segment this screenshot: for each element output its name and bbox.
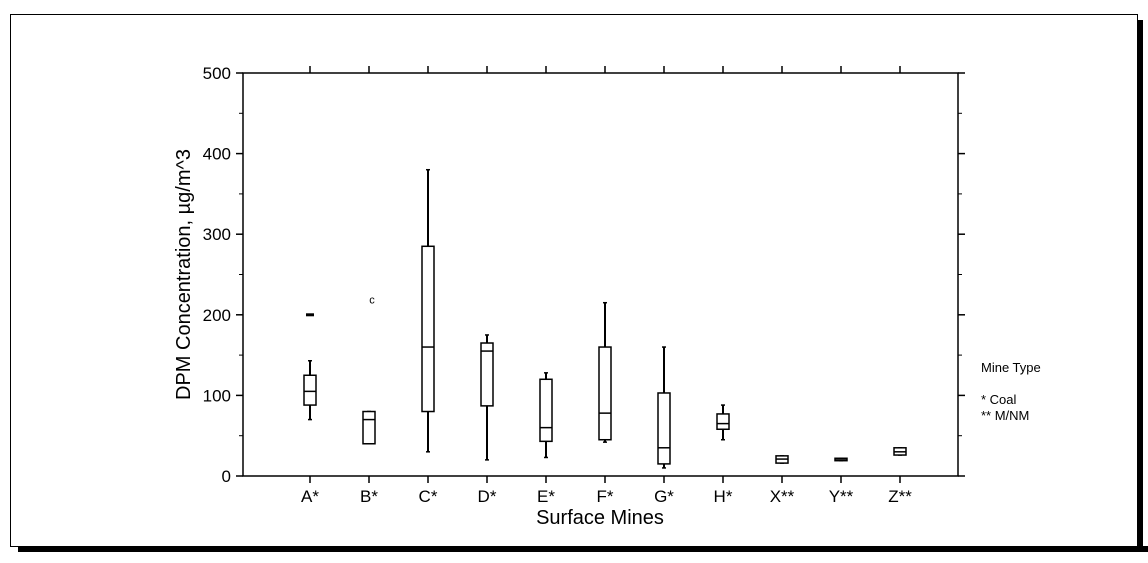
legend-entry-coal: * Coal — [981, 392, 1017, 407]
box-a — [303, 313, 317, 421]
x-tick-label: E* — [537, 487, 555, 506]
box-y — [834, 457, 848, 462]
box-b: c — [362, 294, 376, 445]
x-tick-label: C* — [419, 487, 438, 506]
box-e — [539, 372, 553, 459]
y-axis: 0 100 200 300 400 500 — [203, 64, 965, 486]
x-tick-label: Z** — [888, 487, 912, 506]
x-tick-label: H* — [714, 487, 733, 506]
box-h — [716, 404, 730, 441]
box-iqr — [303, 374, 317, 406]
x-tick-label: D* — [478, 487, 497, 506]
x-tick-label: F* — [597, 487, 614, 506]
y-tick-label: 100 — [203, 386, 231, 405]
frame-shadow-right — [1137, 20, 1143, 552]
x-axis-title: Surface Mines — [536, 507, 664, 529]
legend-entry-mnm: ** M/NM — [981, 408, 1029, 423]
x-axis: A* B* C* D* E* F* G* H* X** Y** Z** — [301, 66, 912, 506]
x-tick-label: B* — [360, 487, 378, 506]
x-tick-label: X** — [770, 487, 795, 506]
y-tick-label: 300 — [203, 225, 231, 244]
x-tick-label: G* — [654, 487, 674, 506]
box-iqr — [480, 342, 494, 407]
legend-title: Mine Type — [981, 360, 1041, 375]
box-iqr — [598, 346, 612, 441]
box-g — [657, 346, 671, 469]
legend: Mine Type * Coal ** M/NM — [981, 360, 1041, 423]
chart-frame — [10, 14, 1138, 547]
outlier-circle: c — [369, 294, 375, 306]
y-tick-label: 0 — [222, 467, 231, 486]
box-iqr — [657, 392, 671, 465]
frame-shadow-bottom — [18, 546, 1148, 552]
box-c — [421, 168, 435, 453]
box-f — [598, 301, 612, 443]
y-tick-label: 500 — [203, 64, 231, 83]
box-series: c — [303, 168, 907, 469]
x-tick-label: A* — [301, 487, 319, 506]
box-d — [480, 334, 494, 461]
y-tick-label: 400 — [203, 145, 231, 164]
box-z — [893, 447, 907, 456]
y-axis-title: DPM Concentration, µg/m^3 — [173, 149, 195, 400]
box-iqr — [539, 378, 553, 443]
y-tick-label: 200 — [203, 306, 231, 325]
box-iqr — [716, 413, 730, 431]
box-iqr — [362, 410, 376, 445]
box-iqr — [421, 245, 435, 413]
x-tick-label: Y** — [829, 487, 854, 506]
box-x — [775, 455, 789, 464]
